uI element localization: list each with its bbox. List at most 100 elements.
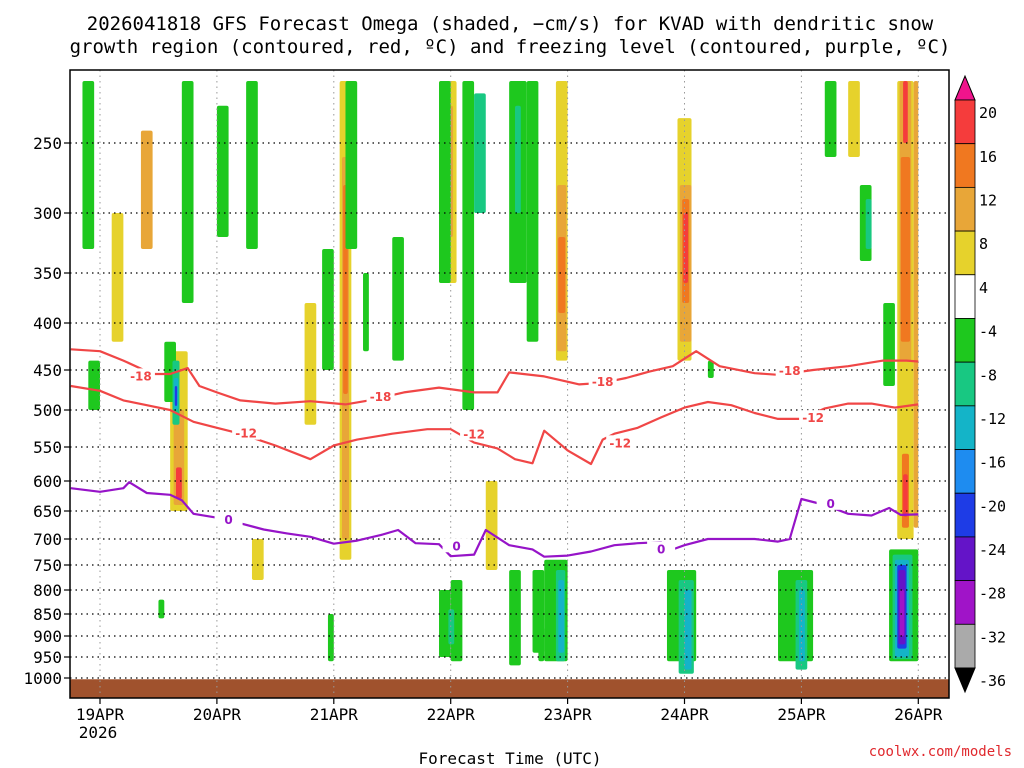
contour-label: -18	[592, 375, 614, 389]
y-tick-label: 750	[33, 556, 62, 575]
omega-cell	[848, 80, 860, 157]
omega-cell	[251, 539, 264, 580]
omega-cell	[345, 80, 358, 249]
omega-cell	[392, 237, 404, 361]
colorbar-label: 12	[979, 191, 997, 209]
ground-surface-band	[70, 679, 949, 698]
chart-title-line-1: 2026041818 GFS Forecast Omega (shaded, −…	[87, 13, 934, 35]
contour-label-bg	[126, 368, 155, 383]
omega-cell	[558, 580, 565, 653]
colorbar-swatch	[954, 623, 976, 669]
y-tick-label: 950	[33, 648, 62, 667]
omega-cell	[538, 627, 545, 662]
omega-cell	[181, 80, 194, 303]
x-tick-label: 23APR	[544, 705, 593, 724]
colorbar-swatch	[954, 186, 976, 232]
x-axis: 19APR 20APR 21APR 22APR 23APR 24APR 25APR 26APR	[76, 698, 943, 724]
contour-label-bg	[816, 495, 845, 510]
omega-cell	[322, 249, 334, 370]
x-tick-label: 21APR	[310, 705, 359, 724]
colorbar-swatch	[954, 580, 976, 625]
omega-cell	[246, 80, 258, 249]
omega-cell	[140, 130, 153, 249]
x-tick-label: 19APR	[76, 705, 125, 724]
colorbar-label: -16	[979, 454, 1006, 472]
y-tick-label: 350	[33, 264, 62, 283]
y-tick-label: 450	[33, 361, 62, 380]
omega-cell	[509, 570, 521, 666]
omega-cell	[448, 609, 455, 645]
colorbar: 20 16 12 8 4 -4 -8 -12 -16 -20 -24 -28 -32 -36	[954, 74, 1006, 694]
colorbar-label: -24	[979, 541, 1006, 559]
contour-label: -12	[463, 427, 485, 441]
contour-minus12	[70, 384, 919, 466]
colorbar-bottom-arrow	[954, 667, 976, 694]
omega-cell	[175, 467, 182, 499]
colorbar-top-arrow	[954, 74, 976, 101]
omega-cell	[174, 386, 178, 406]
contour-label-bg	[588, 374, 617, 388]
y-tick-label: 700	[33, 530, 62, 549]
x-tick-label: 25APR	[777, 705, 826, 724]
plot-frame	[69, 69, 950, 699]
x-year-label: 2026	[79, 723, 118, 742]
omega-cell	[900, 157, 911, 342]
contour-label: -18	[130, 369, 152, 383]
y-tick-label: 650	[33, 502, 62, 521]
colorbar-label: 20	[979, 104, 997, 122]
contour-label: 0	[452, 539, 460, 553]
contour-label-bg	[606, 435, 635, 450]
x-tick-label: 22APR	[427, 705, 476, 724]
contour-label-bg	[647, 541, 676, 556]
y-tick-label: 300	[33, 204, 62, 223]
omega-cell	[526, 80, 539, 342]
colorbar-label: -20	[979, 497, 1006, 515]
colorbar-swatch	[954, 361, 976, 407]
omega-cell	[913, 80, 919, 528]
chart-title-line-2: growth region (contoured, red, ºC) and f…	[70, 36, 951, 58]
y-tick-label: 1000	[23, 669, 62, 688]
contour-label: -12	[609, 436, 631, 450]
omega-cell	[684, 590, 692, 670]
omega-cell	[304, 303, 317, 425]
colorbar-label: -32	[979, 628, 1006, 646]
contour-label-bg	[460, 426, 489, 441]
y-tick-label: 400	[33, 314, 62, 333]
colorbar-swatch	[954, 492, 976, 538]
omega-cell	[558, 237, 566, 313]
x-tick-label: 20APR	[193, 705, 242, 724]
contour-label-bg	[442, 538, 471, 553]
colorbar-label: 4	[979, 279, 988, 297]
colorbar-label: -12	[979, 410, 1006, 428]
omega-cell	[82, 80, 95, 249]
contour-label: 0	[224, 513, 232, 527]
contour-label: -12	[235, 427, 257, 441]
colorbar-label: -28	[979, 585, 1006, 603]
omega-cell	[462, 80, 475, 410]
x-axis-title: Forecast Time (UTC)	[418, 749, 601, 768]
colorbar-label: -8	[979, 366, 997, 384]
omega-cell	[439, 590, 451, 657]
y-tick-label: 550	[33, 438, 62, 457]
omega-cell	[514, 105, 521, 213]
x-tick-label: 24APR	[660, 705, 709, 724]
contour-label: -12	[802, 411, 824, 425]
colorbar-swatch	[954, 449, 976, 494]
omega-cell	[903, 80, 908, 143]
colorbar-swatch	[954, 143, 976, 188]
omega-cell	[474, 93, 486, 213]
omega-cell	[439, 80, 451, 283]
y-tick-label: 850	[33, 605, 62, 624]
omega-cell	[485, 481, 498, 570]
contour-0	[70, 481, 919, 558]
contour-label-bg	[775, 362, 804, 377]
colorbar-label: -36	[979, 672, 1006, 690]
contour-label: -18	[779, 364, 801, 378]
colorbar-swatch	[954, 99, 976, 145]
x-tick-label: 26APR	[894, 705, 943, 724]
y-tick-label: 800	[33, 581, 62, 600]
omega-cell	[824, 80, 837, 157]
contour-label: -18	[370, 390, 392, 404]
y-tick-label: 900	[33, 627, 62, 646]
